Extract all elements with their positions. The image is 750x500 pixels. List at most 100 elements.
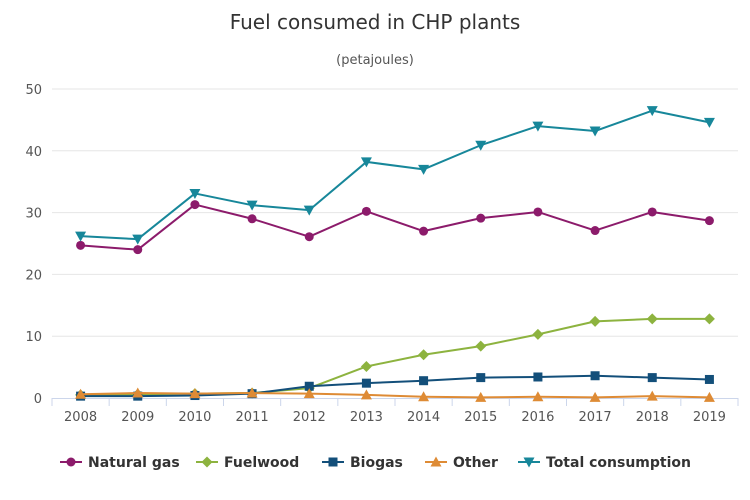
y-tick-label: 50: [25, 83, 42, 98]
series-line-biogas: [80, 374, 710, 398]
x-tick-label: 2015: [464, 410, 497, 425]
legend-marker: [523, 457, 535, 468]
legend-marker: [201, 456, 213, 468]
data-point-fuelwood: [532, 328, 544, 340]
x-tick-label: 2019: [693, 410, 726, 425]
data-point-natural-gas: [76, 240, 86, 250]
grid-layer: [52, 88, 738, 399]
x-tick-label: 2013: [350, 410, 383, 425]
data-point-biogas: [419, 376, 429, 386]
series-total-consumption: [75, 106, 715, 245]
data-point-natural-gas: [133, 245, 143, 255]
data-point-other: [646, 390, 658, 401]
data-point-total-consumption: [189, 188, 201, 199]
y-tick-label: 0: [34, 392, 42, 407]
data-point-biogas: [476, 373, 486, 383]
chart-title: Fuel consumed in CHP plants: [230, 10, 521, 34]
legend-label: Natural gas: [88, 455, 180, 471]
data-point-total-consumption: [132, 234, 144, 245]
data-point-natural-gas: [476, 213, 486, 223]
legend-marker: [328, 457, 338, 467]
x-tick-label: 2011: [236, 410, 269, 425]
x-tick-label: 2014: [407, 410, 440, 425]
data-point-biogas: [304, 381, 314, 391]
data-point-fuelwood: [646, 313, 658, 325]
legend: Natural gas Fuelwood Biogas Other Total cons…: [60, 455, 691, 471]
data-point-other: [303, 388, 315, 399]
legend-label: Total consumption: [546, 455, 691, 471]
series-line-other: [80, 392, 710, 399]
chart-subtitle: (petajoules): [336, 53, 414, 68]
y-tick-label: 40: [25, 145, 42, 160]
series-layer: [75, 106, 715, 402]
y-tick-label: 30: [25, 207, 42, 222]
data-point-natural-gas: [361, 206, 371, 216]
data-point-other: [360, 389, 372, 400]
data-point-total-consumption: [703, 117, 715, 128]
data-point-other: [132, 387, 144, 398]
data-point-total-consumption: [418, 164, 430, 175]
x-tick-label: 2009: [121, 410, 154, 425]
data-point-natural-gas: [590, 226, 600, 236]
x-axis-ticks: 2008 2009 2010 2011 2012 2013 2014 2015 2016 2017…: [51, 398, 739, 425]
legend-label: Other: [453, 455, 498, 471]
data-point-biogas: [590, 371, 600, 381]
data-point-total-consumption: [360, 157, 372, 168]
data-point-total-consumption: [532, 121, 544, 132]
data-point-total-consumption: [646, 106, 658, 117]
series-line-fuelwood: [80, 317, 710, 396]
data-point-other: [418, 391, 430, 402]
data-point-biogas: [533, 372, 543, 382]
y-tick-label: 20: [25, 268, 42, 283]
legend-item-other[interactable]: Other: [425, 455, 498, 471]
data-point-fuelwood: [475, 340, 487, 352]
data-point-total-consumption: [303, 205, 315, 216]
series-line-natural-gas: [80, 203, 710, 251]
data-point-natural-gas: [419, 226, 429, 236]
data-point-other: [589, 391, 601, 402]
data-point-total-consumption: [75, 231, 87, 242]
legend-marker: [66, 457, 76, 467]
data-point-natural-gas: [647, 207, 657, 217]
data-point-natural-gas: [704, 216, 714, 226]
series-line-total-consumption: [80, 109, 710, 241]
x-tick-label: 2010: [178, 410, 211, 425]
legend-item-natural-gas[interactable]: Natural gas: [60, 455, 180, 471]
x-tick-label: 2008: [64, 410, 97, 425]
series-other: [75, 387, 715, 402]
data-point-fuelwood: [703, 313, 715, 325]
data-point-biogas: [647, 373, 657, 383]
x-tick-label: 2016: [521, 410, 554, 425]
x-tick-label: 2018: [636, 410, 669, 425]
legend-item-total-consumption[interactable]: Total consumption: [518, 455, 691, 471]
data-point-total-consumption: [475, 140, 487, 151]
x-tick-label: 2012: [293, 410, 326, 425]
legend-item-fuelwood[interactable]: Fuelwood: [196, 455, 299, 471]
x-tick-label: 2017: [579, 410, 612, 425]
y-axis-ticks: 0 10 20 30 40 50: [25, 83, 42, 407]
data-point-other: [703, 391, 715, 402]
series-natural-gas: [76, 200, 714, 255]
data-point-biogas: [704, 374, 714, 384]
data-point-other: [75, 388, 87, 399]
data-point-natural-gas: [247, 214, 257, 224]
data-point-total-consumption: [246, 200, 258, 211]
legend-label: Biogas: [350, 455, 403, 471]
data-point-other: [246, 387, 258, 398]
data-point-fuelwood: [589, 315, 601, 327]
data-point-other: [532, 391, 544, 402]
data-point-natural-gas: [304, 232, 314, 242]
legend-item-biogas[interactable]: Biogas: [322, 455, 403, 471]
data-point-total-consumption: [589, 126, 601, 137]
data-point-other: [189, 388, 201, 399]
data-point-natural-gas: [190, 200, 200, 210]
series-fuelwood: [75, 313, 715, 401]
data-point-other: [475, 391, 487, 402]
y-tick-label: 10: [25, 330, 42, 345]
legend-label: Fuelwood: [224, 455, 299, 471]
data-point-fuelwood: [360, 360, 372, 372]
data-point-fuelwood: [418, 349, 430, 361]
legend-marker: [430, 456, 442, 467]
data-point-biogas: [361, 378, 371, 388]
